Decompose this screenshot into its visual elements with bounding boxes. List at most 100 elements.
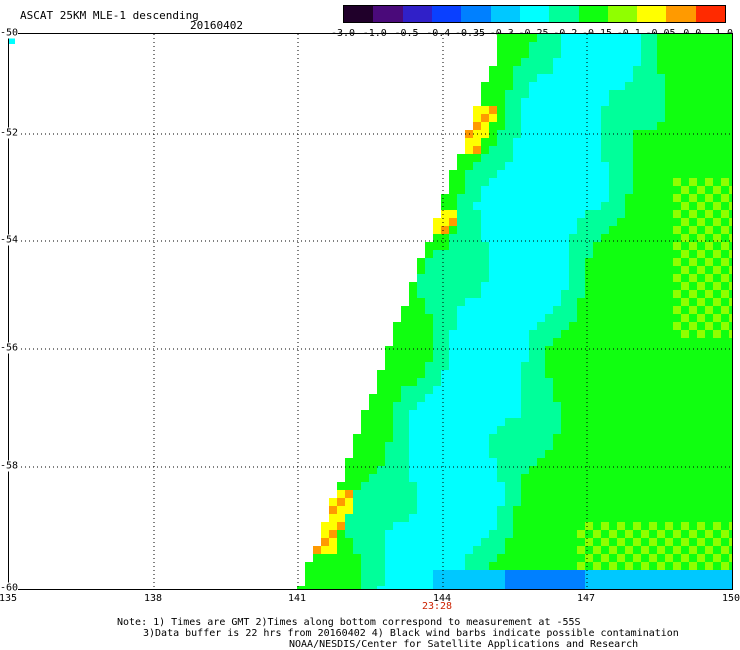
data-cell <box>561 194 569 202</box>
data-cell <box>537 34 545 42</box>
data-cell <box>657 402 665 410</box>
data-cell <box>377 554 385 562</box>
data-cell <box>633 74 641 82</box>
data-cell <box>425 442 433 450</box>
data-cell <box>689 450 697 458</box>
data-cell <box>497 474 505 482</box>
data-cell <box>673 346 681 354</box>
data-cell <box>465 402 473 410</box>
data-cell <box>489 498 497 506</box>
data-cell <box>353 482 361 490</box>
data-cell <box>569 306 577 314</box>
data-cell <box>705 346 713 354</box>
data-cell <box>673 170 681 178</box>
data-cell <box>489 66 497 74</box>
data-cell <box>593 362 601 370</box>
data-cell <box>697 522 705 530</box>
data-cell <box>729 322 732 330</box>
data-cell <box>729 354 732 362</box>
data-cell <box>537 378 545 386</box>
data-cell <box>721 426 729 434</box>
data-cell <box>505 298 513 306</box>
data-cell <box>657 250 665 258</box>
data-cell <box>505 482 513 490</box>
data-cell <box>553 154 561 162</box>
data-cell <box>689 290 697 298</box>
data-cell <box>425 434 433 442</box>
data-cell <box>545 74 553 82</box>
data-cell <box>689 370 697 378</box>
data-cell <box>665 66 673 74</box>
data-cell <box>369 450 377 458</box>
data-cell <box>617 202 625 210</box>
data-cell <box>521 42 529 50</box>
data-cell <box>665 170 673 178</box>
data-cell <box>585 306 593 314</box>
data-cell <box>641 426 649 434</box>
data-cell <box>465 434 473 442</box>
data-cell <box>585 218 593 226</box>
longitude-label: 150 <box>721 593 740 604</box>
data-cell <box>409 410 417 418</box>
data-cell <box>641 58 649 66</box>
data-cell <box>473 522 481 530</box>
data-cell <box>657 426 665 434</box>
data-cell <box>609 546 617 554</box>
data-cell <box>633 450 641 458</box>
data-cell <box>681 234 689 242</box>
data-cell <box>665 458 673 466</box>
data-cell <box>465 298 473 306</box>
data-cell <box>577 146 585 154</box>
data-cell <box>617 338 625 346</box>
data-cell <box>569 522 577 530</box>
data-cell <box>601 338 609 346</box>
data-cell <box>577 418 585 426</box>
data-cell <box>625 474 633 482</box>
data-cell <box>713 242 721 250</box>
data-cell <box>361 482 369 490</box>
data-cell <box>377 474 385 482</box>
data-cell <box>521 74 529 82</box>
data-cell <box>689 586 697 589</box>
data-cell <box>537 58 545 66</box>
data-cell <box>537 98 545 106</box>
data-cell <box>561 138 569 146</box>
data-cell <box>665 394 673 402</box>
data-cell <box>417 386 425 394</box>
data-cell <box>617 226 625 234</box>
data-cell <box>545 266 553 274</box>
data-cell <box>577 274 585 282</box>
data-cell <box>729 482 732 490</box>
data-cell <box>481 546 489 554</box>
data-cell <box>601 82 609 90</box>
data-cell <box>569 354 577 362</box>
data-cell <box>633 90 641 98</box>
data-cell <box>489 218 497 226</box>
data-cell <box>481 554 489 562</box>
data-cell <box>585 322 593 330</box>
data-cell <box>529 402 537 410</box>
data-cell <box>561 282 569 290</box>
data-cell <box>521 578 529 586</box>
data-cell <box>705 50 713 58</box>
data-cell <box>561 466 569 474</box>
data-cell <box>697 554 705 562</box>
data-cell <box>481 522 489 530</box>
longitude-label: 141 <box>287 593 307 604</box>
data-cell <box>649 202 657 210</box>
data-cell <box>657 314 665 322</box>
data-cell <box>713 274 721 282</box>
data-cell <box>521 194 529 202</box>
data-cell <box>625 362 633 370</box>
data-cell <box>545 490 553 498</box>
data-cell <box>697 250 705 258</box>
data-cell <box>641 378 649 386</box>
data-cell <box>337 490 345 498</box>
data-cell <box>457 442 465 450</box>
data-cell <box>665 178 673 186</box>
data-cell <box>369 530 377 538</box>
data-cell <box>665 42 673 50</box>
data-cell <box>473 426 481 434</box>
data-cell <box>577 354 585 362</box>
data-cell <box>673 338 681 346</box>
